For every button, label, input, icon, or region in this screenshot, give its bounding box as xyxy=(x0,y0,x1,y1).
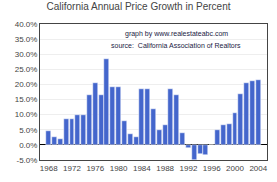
svg-text:-5.0%: -5.0% xyxy=(16,156,37,165)
svg-text:20.0%: 20.0% xyxy=(15,80,38,89)
svg-text:1984: 1984 xyxy=(133,164,151,173)
svg-text:0.0%: 0.0% xyxy=(19,141,37,150)
svg-text:California Annual Price Growth: California Annual Price Growth in Percen… xyxy=(47,1,231,12)
svg-text:25.0%: 25.0% xyxy=(15,65,38,74)
svg-text:2000: 2000 xyxy=(226,164,244,173)
svg-text:source: California Associatio: source: California Association of Realto… xyxy=(111,42,241,49)
svg-text:30.0%: 30.0% xyxy=(15,50,38,59)
svg-text:1980: 1980 xyxy=(110,164,128,173)
svg-text:1968: 1968 xyxy=(40,164,58,173)
svg-text:40.0%: 40.0% xyxy=(15,20,38,29)
svg-text:1988: 1988 xyxy=(156,164,174,173)
svg-text:1972: 1972 xyxy=(63,164,81,173)
svg-text:35.0%: 35.0% xyxy=(15,35,38,44)
svg-text:1976: 1976 xyxy=(86,164,104,173)
svg-text:graph by www.realestateabc.com: graph by www.realestateabc.com xyxy=(125,30,228,38)
svg-text:10.0%: 10.0% xyxy=(15,110,38,119)
svg-text:1992: 1992 xyxy=(180,164,198,173)
svg-text:1996: 1996 xyxy=(203,164,221,173)
svg-text:15.0%: 15.0% xyxy=(15,95,38,104)
svg-text:2004: 2004 xyxy=(249,164,267,173)
svg-text:5.0%: 5.0% xyxy=(19,126,37,135)
